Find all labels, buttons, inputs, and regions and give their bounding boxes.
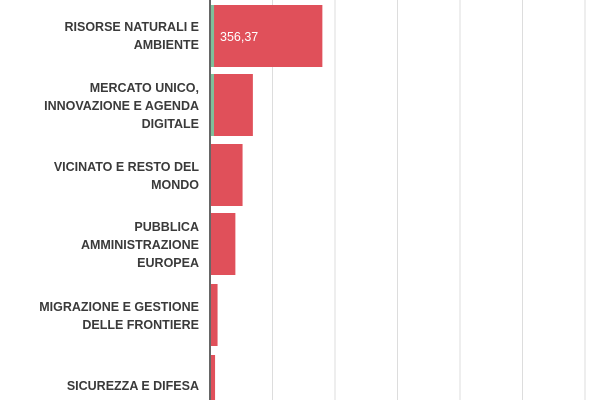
bars — [211, 5, 323, 400]
bar — [211, 355, 216, 400]
data-labels: 356,37 — [220, 30, 258, 44]
category-label: SICUREZZA E DIFESA — [67, 379, 199, 393]
bar — [211, 5, 323, 67]
data-label: 356,37 — [220, 30, 258, 44]
category-label: MIGRAZIONE E GESTIONE DELLE FRONTIERE — [39, 300, 199, 332]
bar — [211, 144, 243, 206]
category-label: PUBBLICA AMMINISTRAZIONE EUROPEA — [81, 220, 199, 270]
gridlines — [272, 0, 586, 400]
bar-accent — [211, 5, 215, 67]
bar — [211, 284, 218, 346]
category-label: VICINATO E RESTO DEL MONDO — [54, 160, 200, 192]
category-labels: RISORSE NATURALI E AMBIENTE MERCATO UNICO,… — [39, 20, 199, 393]
category-label: MERCATO UNICO, INNOVAZIONE E AGENDA DIGITA… — [44, 81, 199, 131]
category-label: RISORSE NATURALI E AMBIENTE — [65, 20, 200, 52]
bar-accent — [211, 74, 214, 136]
bar — [211, 213, 236, 275]
bar — [211, 74, 253, 136]
